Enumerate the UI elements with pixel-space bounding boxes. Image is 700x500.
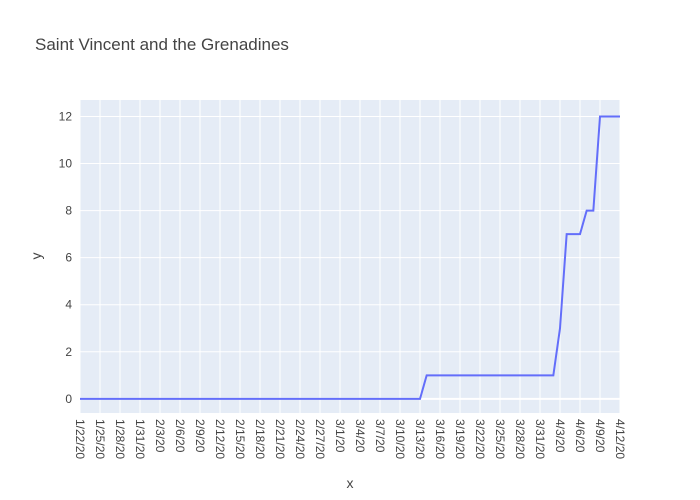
x-tick-label: 2/27/20	[313, 419, 327, 459]
x-tick-label: 3/13/20	[413, 419, 427, 459]
y-tick-label: 6	[65, 251, 72, 265]
y-tick-label: 12	[59, 109, 73, 123]
x-tick-label: 2/24/20	[293, 419, 307, 459]
x-tick-label: 4/9/20	[593, 419, 607, 453]
x-tick-label: 2/18/20	[253, 419, 267, 459]
x-tick-label: 2/12/20	[213, 419, 227, 459]
x-tick-label: 1/31/20	[133, 419, 147, 459]
chart-title: Saint Vincent and the Grenadines	[35, 35, 289, 54]
x-tick-label: 3/22/20	[473, 419, 487, 459]
y-tick-label: 2	[65, 345, 72, 359]
x-tick-label: 3/4/20	[353, 419, 367, 453]
x-tick-label: 3/28/20	[513, 419, 527, 459]
x-tick-label: 1/22/20	[73, 419, 87, 459]
x-tick-label: 2/15/20	[233, 419, 247, 459]
x-tick-label: 3/7/20	[373, 419, 387, 453]
x-tick-label: 2/9/20	[193, 419, 207, 453]
y-tick-label: 0	[65, 392, 72, 406]
x-tick-label: 4/3/20	[553, 419, 567, 453]
x-tick-label: 3/19/20	[453, 419, 467, 459]
plot-area	[80, 100, 620, 413]
x-tick-label: 2/21/20	[273, 419, 287, 459]
x-axis-ticks: 1/22/20 1/25/20 1/28/20 1/31/20 2/3/20 2/6/20…	[73, 419, 627, 459]
x-tick-label: 3/16/20	[433, 419, 447, 459]
x-tick-label: 3/25/20	[493, 419, 507, 459]
x-tick-label: 2/6/20	[173, 419, 187, 453]
x-tick-label: 4/6/20	[573, 419, 587, 453]
gridlines	[79, 100, 621, 413]
y-tick-label: 8	[65, 204, 72, 218]
x-tick-label: 1/28/20	[113, 419, 127, 459]
x-tick-label: 3/31/20	[533, 419, 547, 459]
x-tick-label: 1/25/20	[93, 419, 107, 459]
y-tick-label: 10	[59, 157, 73, 171]
x-axis-title: x	[347, 475, 354, 491]
y-axis-ticks: 0 2 4 6 8 10 12	[59, 109, 73, 405]
y-axis-title: y	[28, 253, 44, 260]
series-line	[80, 115, 620, 400]
x-tick-label: 4/12/20	[613, 419, 627, 459]
x-tick-label: 3/10/20	[393, 419, 407, 459]
x-tick-label: 3/1/20	[333, 419, 347, 453]
x-tick-label: 2/3/20	[153, 419, 167, 453]
y-tick-label: 4	[65, 298, 72, 312]
